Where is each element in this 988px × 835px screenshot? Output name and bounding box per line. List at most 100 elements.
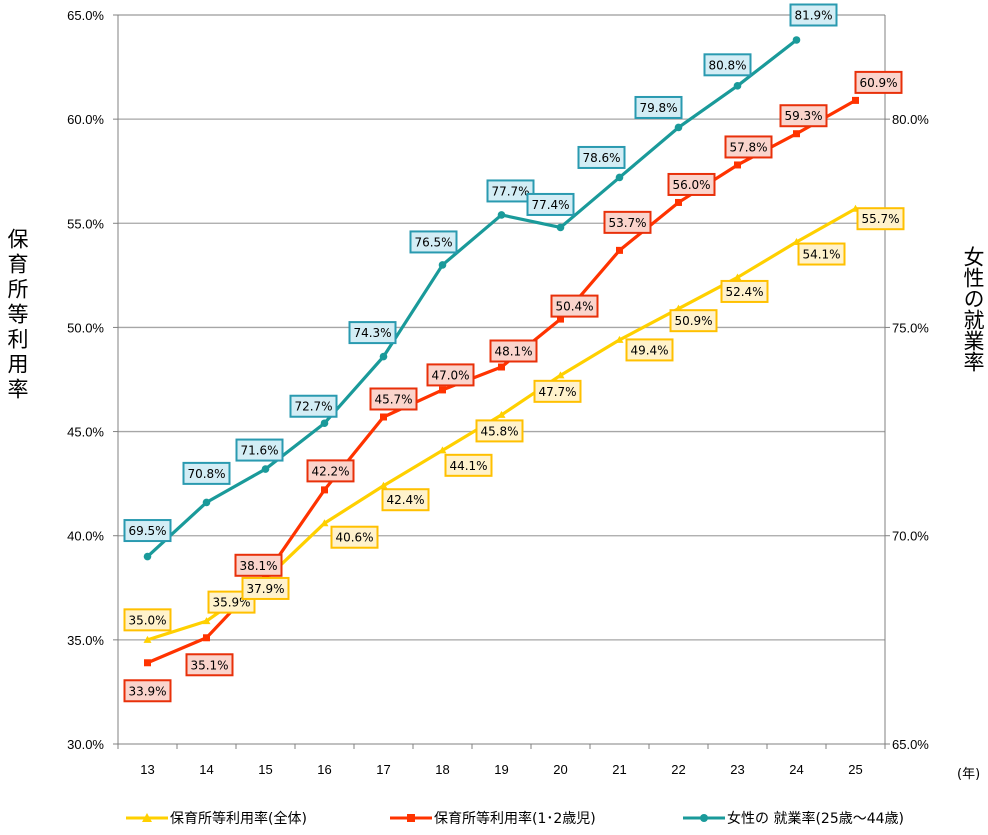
data-label-box	[475, 419, 524, 443]
data-label: 53.7%	[603, 210, 652, 234]
x-tick-label: 20	[553, 762, 567, 777]
data-label-text: 42.2%	[311, 464, 349, 478]
data-label: 50.4%	[550, 294, 599, 318]
x-tick-label: 17	[376, 762, 390, 777]
data-label-text: 57.8%	[729, 140, 767, 154]
data-label-box	[720, 279, 769, 303]
data-label-box	[577, 145, 626, 169]
data-label-text: 54.1%	[802, 248, 840, 262]
data-label-box	[235, 438, 284, 462]
legend-swatch-age12	[390, 814, 432, 822]
legend-swatch-overall	[126, 813, 168, 822]
data-label: 35.1%	[185, 653, 234, 677]
data-label-text: 53.7%	[608, 216, 646, 230]
x-tick-label: 14	[199, 762, 213, 777]
data-label: 76.5%	[409, 230, 458, 254]
data-label: 38.1%	[234, 553, 283, 577]
data-label-box	[123, 679, 172, 703]
x-tick-label: 21	[612, 762, 626, 777]
x-tick-label: 15	[258, 762, 272, 777]
data-label-text: 79.8%	[639, 101, 677, 115]
point-marker	[379, 352, 388, 361]
point-marker	[793, 130, 800, 138]
right-axis-title: 女性の就業率	[961, 246, 985, 372]
data-label-box	[526, 192, 575, 216]
data-label-text: 50.4%	[555, 300, 593, 314]
data-label-box	[330, 525, 379, 549]
left-tick-label: 40.0%	[67, 529, 104, 544]
data-label-box	[426, 363, 475, 387]
legend-item-age12: 保育所等利用率(1･2歳児)	[390, 808, 596, 828]
x-tick-label: 19	[494, 762, 508, 777]
data-label: 70.8%	[182, 461, 231, 485]
data-label: 80.8%	[703, 53, 752, 77]
left-tick-label: 65.0%	[67, 8, 104, 23]
data-label-box	[123, 608, 172, 632]
data-label-text: 56.0%	[672, 178, 710, 192]
data-label-box	[444, 453, 493, 477]
data-label-box	[779, 104, 828, 128]
data-label: 59.3%	[779, 104, 828, 128]
series-line-2	[146, 38, 798, 558]
point-marker	[616, 246, 623, 254]
data-label-text: 72.7%	[294, 400, 332, 414]
point-marker	[556, 223, 565, 232]
data-label-text: 70.8%	[187, 467, 225, 481]
data-label-box	[409, 230, 458, 254]
data-label: 47.0%	[426, 363, 475, 387]
data-label-box	[634, 95, 683, 119]
data-label-box	[603, 210, 652, 234]
point-marker	[438, 446, 447, 454]
x-axis-unit: (年)	[957, 767, 981, 782]
point-marker	[497, 211, 506, 219]
data-label-box	[667, 172, 716, 196]
data-label: 35.0%	[123, 608, 172, 632]
data-label-text: 47.0%	[431, 368, 469, 382]
legend-item-women-employment: 女性の 就業率(25歳～44歳)	[683, 808, 904, 828]
data-label-box	[185, 653, 234, 677]
data-label-box	[306, 459, 355, 483]
data-label-text: 38.1%	[239, 559, 277, 573]
data-label: 57.8%	[724, 135, 773, 159]
data-label: 45.7%	[369, 387, 418, 411]
data-label: 56.0%	[667, 172, 716, 196]
right-tick-label: 75.0%	[892, 320, 929, 335]
point-marker	[261, 465, 270, 473]
point-marker	[202, 617, 211, 625]
point-marker	[320, 519, 329, 527]
legend-label-women-employment: 女性の 就業率(25歳～44歳)	[727, 811, 905, 827]
x-axis-ticks: 13 14 15 16 17 18 19 20 21 22 23 24 25	[117, 744, 886, 777]
data-label-box	[550, 294, 599, 318]
data-label-text: 60.9%	[859, 76, 897, 90]
point-marker	[320, 419, 329, 428]
data-label: 33.9%	[123, 679, 172, 703]
point-marker	[380, 413, 387, 421]
legend-label-age12: 保育所等利用率(1･2歳児)	[434, 811, 596, 827]
data-label-box	[724, 135, 773, 159]
data-label-box	[348, 321, 397, 345]
data-label: 71.6%	[235, 438, 284, 462]
data-labels: 35.0% 35.9%37.9% 40.6% 42.4% 44.1% 45.8% 47.7%…	[123, 3, 905, 703]
data-label-text: 77.7%	[491, 184, 529, 198]
x-tick-label: 25	[848, 762, 862, 777]
point-marker	[498, 363, 505, 371]
data-label-text: 48.1%	[494, 345, 532, 359]
data-label-text: 55.7%	[861, 212, 899, 226]
point-marker	[438, 261, 447, 269]
left-tick-label: 50.0%	[67, 320, 104, 335]
point-marker	[497, 410, 506, 418]
data-label-text: 44.1%	[449, 459, 487, 473]
point-marker	[733, 82, 742, 90]
right-tick-label: 70.0%	[892, 529, 929, 544]
point-marker	[615, 335, 624, 343]
data-label-box	[486, 179, 535, 203]
data-label-text: 47.7%	[538, 385, 576, 399]
x-tick-label: 13	[140, 762, 154, 777]
data-label: 40.6%	[330, 525, 379, 549]
data-label-text: 35.9%	[212, 596, 250, 610]
data-label-text: 77.4%	[531, 198, 569, 212]
data-label: 81.9%	[789, 3, 838, 27]
point-marker	[321, 486, 328, 494]
data-label-box	[703, 53, 752, 77]
data-label-text: 69.5%	[128, 524, 166, 538]
